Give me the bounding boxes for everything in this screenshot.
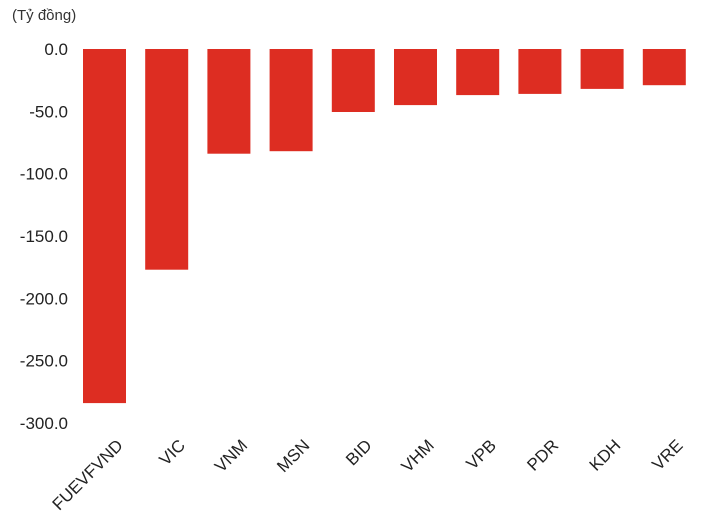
y-axis: 0.0 -50.0 -100.0 -150.0 -200.0 -250.0 -300.0 <box>20 40 68 433</box>
bar-pdr <box>518 49 562 94</box>
bar-bid <box>331 49 375 112</box>
bar-vnm <box>207 49 251 154</box>
bars <box>83 49 686 404</box>
bar-msn <box>269 49 313 152</box>
bar-kdh <box>580 49 624 89</box>
bar-vhm <box>394 49 437 106</box>
x-tick-label: PDR <box>523 436 562 475</box>
y-tick-label: -200.0 <box>20 289 68 308</box>
y-tick-label: -150.0 <box>20 227 68 246</box>
bar-fuevfvnd <box>83 49 126 404</box>
y-tick-label: -50.0 <box>29 102 68 121</box>
y-tick-label: -250.0 <box>20 352 68 371</box>
x-axis: FUEVFVND VIC VNM MSN BID VHM VPB PDR KDH VRE <box>49 436 687 514</box>
x-tick-label: VHM <box>398 436 438 476</box>
bar-vpb <box>456 49 500 96</box>
bar-vre <box>642 49 686 86</box>
bar-vic <box>145 49 189 270</box>
x-tick-label: MSN <box>273 436 313 476</box>
x-tick-label: FUEVFVND <box>49 436 127 514</box>
x-tick-label: VIC <box>156 436 189 469</box>
y-tick-label: -300.0 <box>20 414 68 433</box>
x-tick-label: VPB <box>463 436 500 473</box>
x-tick-label: VNM <box>211 436 251 476</box>
y-tick-label: -100.0 <box>20 165 68 184</box>
y-tick-label: 0.0 <box>44 40 68 59</box>
x-tick-label: BID <box>342 436 375 469</box>
unit-label: (Tỷ đồng) <box>12 7 76 24</box>
x-tick-label: KDH <box>586 436 625 475</box>
x-tick-label: VRE <box>648 436 686 474</box>
